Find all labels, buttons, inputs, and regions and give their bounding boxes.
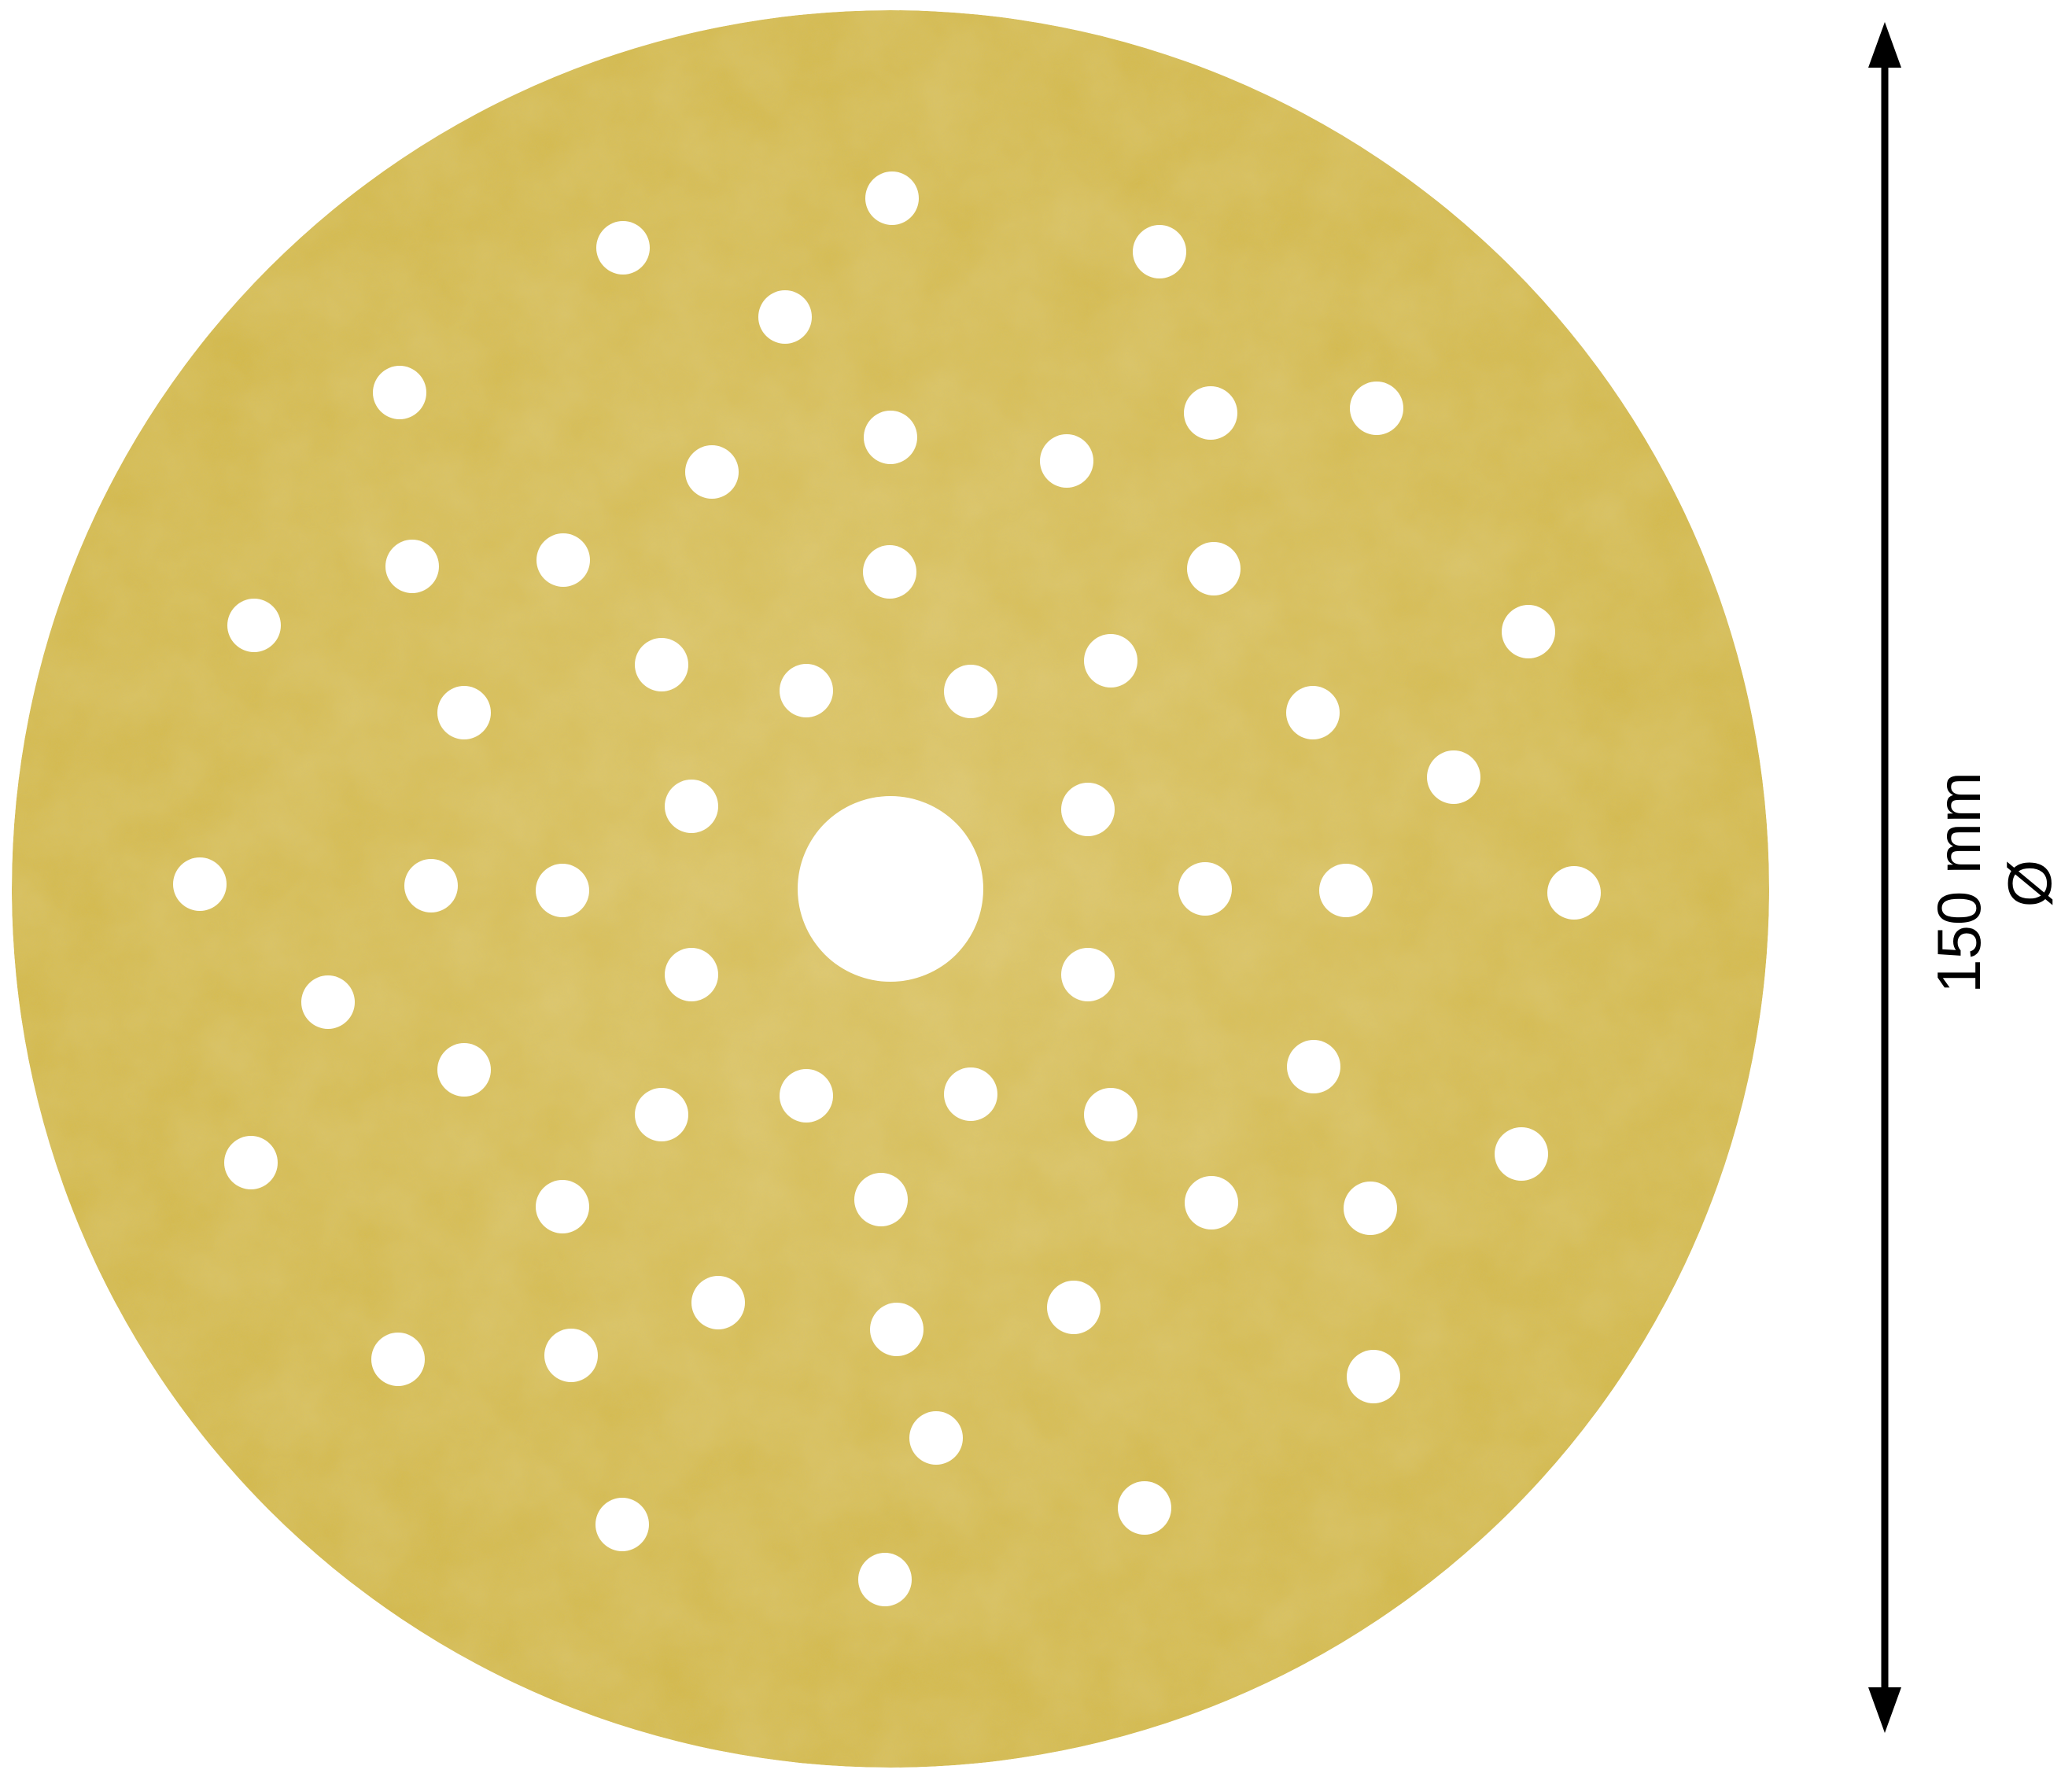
- arrow-down-icon: [1868, 1687, 1901, 1733]
- arrow-up-icon: [1868, 22, 1901, 68]
- diameter-dimension-arrow: 150 mm Ø: [1868, 22, 2064, 1733]
- diameter-symbol: Ø: [1995, 860, 2064, 908]
- dimension-label: 150 mm: [1924, 772, 1993, 994]
